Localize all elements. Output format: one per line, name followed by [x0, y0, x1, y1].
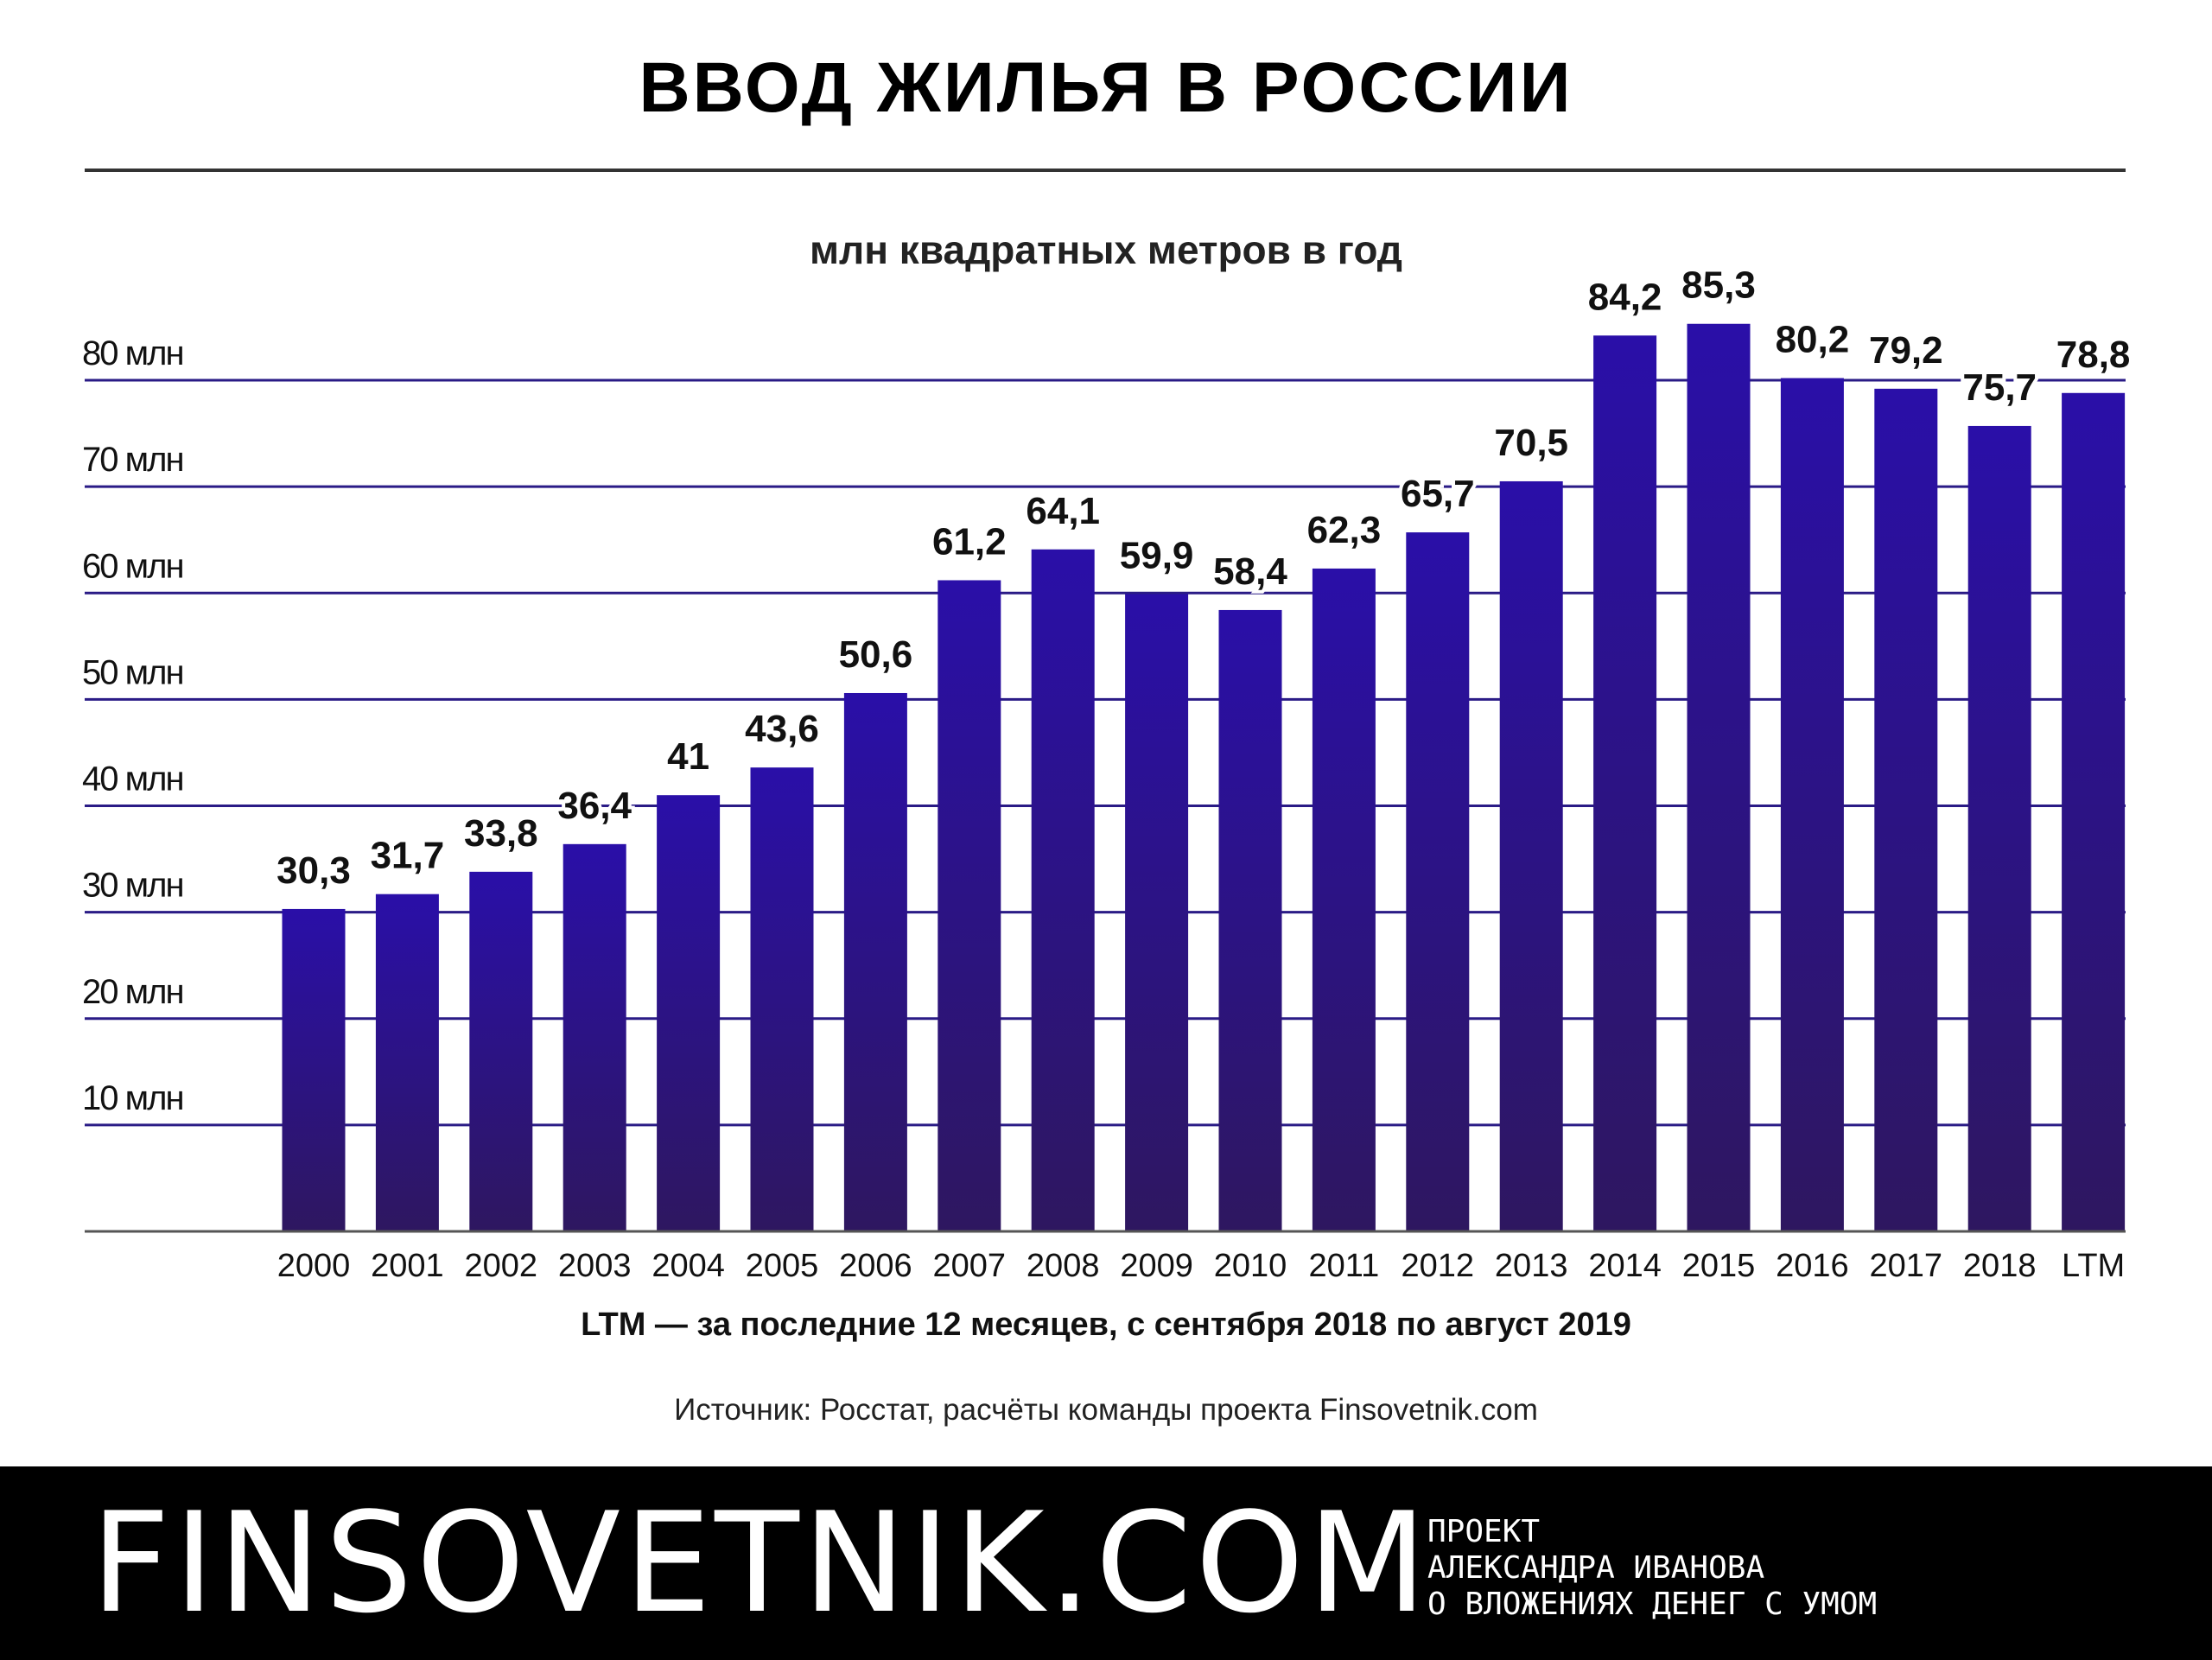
ltm-note: LTM — за последние 12 месяцев, с сентябр…	[581, 1307, 1631, 1343]
bar-value-label: 79,2	[1869, 329, 1943, 372]
bar	[843, 692, 907, 1231]
x-tick-label: 2017	[1870, 1248, 1943, 1284]
bar	[750, 767, 814, 1231]
bar	[1499, 480, 1563, 1231]
bar	[282, 908, 346, 1231]
bar-value-label: 75,7	[1962, 366, 2037, 409]
x-tick-label: 2000	[277, 1248, 351, 1284]
x-tick-label: 2008	[1027, 1248, 1100, 1284]
bar-value-label: 50,6	[839, 633, 913, 676]
bar	[1312, 568, 1376, 1231]
x-axis-ticks: 2000 2001 2002 2003 2004 2005 2006 2007 2008 2009…	[277, 1248, 2125, 1284]
value-labels: 30,3 31,7 33,8 36,4 41 43,6 50,6 61,2 64,1 59,9 58…	[273, 261, 2133, 895]
bar-value-label: 84,2	[1588, 276, 1662, 318]
x-tick-label: 2001	[371, 1248, 444, 1284]
x-tick-label: 2007	[933, 1248, 1007, 1284]
x-tick-label: LTM	[2062, 1248, 2125, 1284]
bar-value-label: 78,8	[2056, 334, 2131, 376]
x-tick-label: 2004	[652, 1248, 725, 1284]
bars	[282, 323, 2126, 1232]
bar-value-label: 59,9	[1120, 534, 1194, 576]
bar-value-label: 58,4	[1213, 550, 1287, 593]
bar-value-label: 36,4	[557, 785, 632, 827]
bar	[2062, 392, 2126, 1231]
x-tick-label: 2015	[1682, 1248, 1756, 1284]
bar	[938, 580, 1001, 1231]
x-tick-label: 2014	[1588, 1248, 1662, 1284]
y-tick-label: 40 млн	[82, 760, 183, 798]
x-tick-label: 2018	[1963, 1248, 2037, 1284]
bar	[1125, 594, 1189, 1231]
bar-value-label: 70,5	[1494, 422, 1568, 464]
y-tick-label: 20 млн	[82, 973, 183, 1011]
bar-chart: 10 млн 20 млн 30 млн 40 млн 50 млн 60 млн 70 м…	[82, 261, 2133, 1284]
bar	[469, 871, 533, 1231]
brand-tagline: ПРОЕКТ АЛЕКСАНДРА ИВАНОВА О ВЛОЖЕНИЯХ ДЕ…	[1427, 1514, 1877, 1623]
x-tick-label: 2009	[1120, 1248, 1193, 1284]
y-axis-ticks: 10 млн 20 млн 30 млн 40 млн 50 млн 60 млн 70 м…	[82, 334, 185, 1117]
x-tick-label: 2016	[1776, 1248, 1849, 1284]
source-note: Источник: Росстат, расчёты команды проек…	[674, 1393, 1538, 1427]
bar-value-label: 41	[667, 735, 709, 778]
chart-title: ВВОД ЖИЛЬЯ В РОССИИ	[639, 48, 1573, 127]
bar	[1031, 549, 1095, 1231]
bar-value-label: 85,3	[1681, 264, 1756, 307]
bar-value-label: 80,2	[1776, 319, 1850, 361]
x-tick-label: 2005	[746, 1248, 819, 1284]
y-tick-label: 80 млн	[82, 334, 183, 372]
x-tick-label: 2003	[558, 1248, 632, 1284]
bar	[1780, 378, 1844, 1232]
footer-banner: FINSOVETNIK.COM ПРОЕКТ АЛЕКСАНДРА ИВАНОВ…	[0, 1466, 2212, 1660]
x-tick-label: 2013	[1495, 1248, 1568, 1284]
y-tick-label: 10 млн	[82, 1079, 183, 1117]
bar	[1218, 609, 1282, 1231]
bar-value-label: 33,8	[464, 812, 538, 855]
tagline-line: ПРОЕКТ	[1427, 1514, 1541, 1549]
bar	[1874, 388, 1938, 1232]
y-tick-label: 60 млн	[82, 547, 183, 585]
y-tick-label: 70 млн	[82, 441, 183, 479]
bar	[1593, 335, 1657, 1232]
tagline-line: О ВЛОЖЕНИЯХ ДЕНЕГ С УМОМ	[1427, 1587, 1878, 1622]
bar	[563, 843, 626, 1231]
x-tick-label: 2002	[465, 1248, 538, 1284]
bar-value-label: 43,6	[745, 708, 819, 750]
bar-value-label: 61,2	[932, 520, 1007, 563]
bar-value-label: 31,7	[371, 835, 445, 877]
bar-value-label: 30,3	[276, 849, 351, 892]
x-tick-label: 2010	[1214, 1248, 1287, 1284]
y-tick-label: 50 млн	[82, 653, 183, 691]
title-divider	[85, 169, 2126, 172]
bar	[1967, 425, 2031, 1232]
x-tick-label: 2006	[839, 1248, 912, 1284]
bar-value-label: 65,7	[1401, 473, 1475, 515]
tagline-line: АЛЕКСАНДРА ИВАНОВА	[1427, 1550, 1765, 1586]
bar-value-label: 64,1	[1026, 490, 1100, 532]
x-tick-label: 2011	[1309, 1248, 1380, 1284]
bar	[657, 795, 721, 1231]
chart-subtitle: млн квадратных метров в год	[809, 227, 1403, 272]
x-tick-label: 2012	[1402, 1248, 1475, 1284]
bar-value-label: 62,3	[1307, 509, 1382, 551]
y-tick-label: 30 млн	[82, 867, 183, 905]
bar	[375, 894, 439, 1231]
brand-logo-text: FINSOVETNIK.COM	[91, 1482, 1431, 1644]
bar	[1687, 323, 1751, 1231]
bar	[1406, 532, 1470, 1231]
